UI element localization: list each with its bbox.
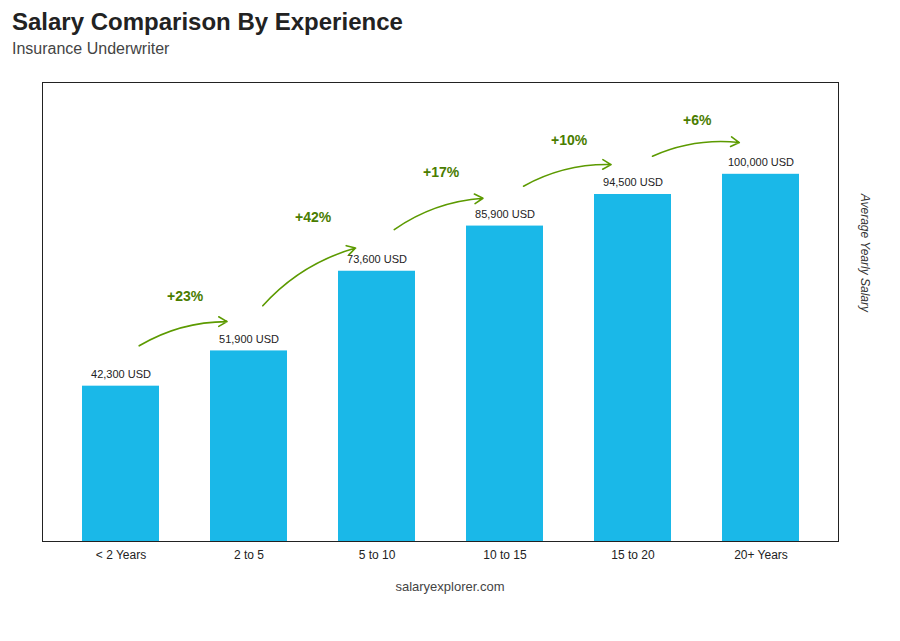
svg-text:85,900 USD: 85,900 USD	[475, 208, 535, 220]
svg-text:+42%: +42%	[295, 209, 332, 225]
svg-text:15 to 20: 15 to 20	[611, 548, 655, 562]
svg-text:5 to 10: 5 to 10	[359, 548, 396, 562]
html-text:Insurance Underwriter: Insurance Underwriter	[12, 40, 170, 57]
html-text:salaryexplorer.com: salaryexplorer.com	[395, 579, 505, 594]
svg-text:+10%: +10%	[551, 132, 588, 148]
svg-text:73,600 USD: 73,600 USD	[347, 253, 407, 265]
svg-text:20+ Years: 20+ Years	[734, 548, 788, 562]
svg-text:+17%: +17%	[423, 164, 460, 180]
svg-text:+23%: +23%	[167, 288, 204, 304]
svg-text:51,900 USD: 51,900 USD	[219, 333, 279, 345]
html-text:Salary Comparison By Experienc: Salary Comparison By Experience	[12, 8, 403, 35]
svg-text:10 to 15: 10 to 15	[483, 548, 527, 562]
svg-text:42,300 USD: 42,300 USD	[91, 368, 151, 380]
svg-text:+6%: +6%	[683, 112, 712, 128]
svg-text:Average Yearly Salary: Average Yearly Salary	[858, 193, 872, 313]
svg-text:94,500 USD: 94,500 USD	[603, 176, 663, 188]
svg-text:< 2 Years: < 2 Years	[96, 548, 146, 562]
svg-text:100,000 USD: 100,000 USD	[728, 156, 794, 168]
svg-text:2 to 5: 2 to 5	[234, 548, 264, 562]
